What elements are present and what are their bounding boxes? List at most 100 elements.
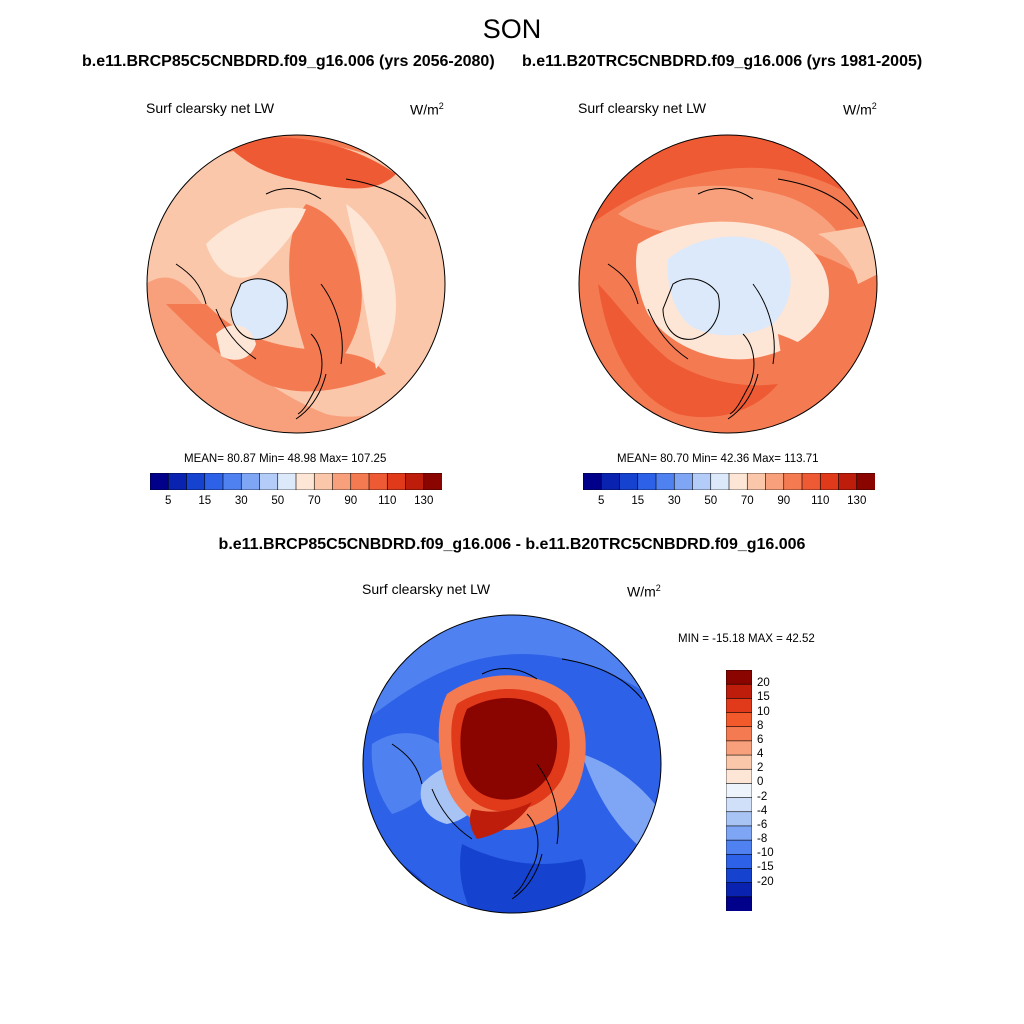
colorbar-tick-label: -15 [757, 861, 774, 874]
colorbar-swatch [673, 473, 694, 490]
left-variable-label: Surf clearsky net LW [146, 100, 275, 116]
colorbar-swatch [240, 473, 261, 490]
colorbar-tick-label: 15 [198, 495, 212, 507]
left-units: W/m2 [410, 101, 444, 118]
colorbar-tick-label: 8 [757, 719, 764, 732]
right-units-exp: 2 [871, 101, 877, 111]
colorbar-swatch [838, 473, 858, 490]
colorbar-tick-label: 10 [757, 705, 770, 718]
colorbar-tick-label: 110 [378, 495, 397, 507]
colorbar-tick-label: -8 [757, 833, 768, 846]
colorbar-swatch [423, 473, 442, 490]
right-polar-map [578, 134, 878, 434]
colorbar-swatch [277, 473, 297, 490]
colorbar-tick-label: 50 [704, 495, 718, 507]
colorbar-tick-label: 15 [757, 691, 770, 704]
colorbar-swatch [726, 882, 752, 898]
colorbar-tick-label: 6 [757, 733, 764, 746]
colorbar-tick-label: -6 [757, 818, 768, 831]
colorbar-swatch [619, 473, 639, 490]
right-colorbar [583, 473, 875, 490]
left-units-base: W/m [410, 101, 439, 118]
colorbar-swatch [222, 473, 242, 490]
season-title: SON [482, 14, 542, 44]
colorbar-swatch [259, 473, 279, 490]
colorbar-swatch [856, 473, 875, 490]
colorbar-tick-label: 0 [757, 776, 764, 789]
colorbar-swatch [600, 473, 621, 490]
colorbar-swatch [332, 473, 352, 490]
right-stats: MEAN= 80.70 Min= 42.36 Max= 113.71 [617, 453, 819, 465]
colorbar-tick-label: -20 [757, 875, 774, 888]
colorbar-swatch [801, 473, 821, 490]
difference-colorbar [726, 670, 752, 911]
difference-title: b.e11.BRCP85C5CNBDRD.f09_g16.006 - b.e11… [218, 536, 806, 553]
colorbar-swatch [726, 740, 752, 756]
diff-units-exp: 2 [655, 583, 661, 593]
colorbar-swatch [313, 473, 334, 490]
colorbar-tick-label: 110 [811, 495, 830, 507]
colorbar-tick-label: 30 [667, 495, 681, 507]
diff-units: W/m2 [627, 583, 661, 600]
colorbar-swatch [726, 868, 752, 884]
colorbar-tick-label: 90 [344, 495, 358, 507]
colorbar-swatch [746, 473, 767, 490]
colorbar-tick-label: 4 [757, 748, 764, 761]
colorbar-tick-label: 5 [598, 495, 605, 507]
colorbar-swatch [186, 473, 206, 490]
colorbar-swatch [726, 839, 752, 855]
colorbar-swatch [728, 473, 748, 490]
left-polar-map [146, 134, 446, 434]
colorbar-swatch [726, 726, 752, 742]
colorbar-tick-label: 5 [165, 495, 172, 507]
colorbar-tick-label: 15 [631, 495, 645, 507]
difference-polar-map [362, 614, 662, 914]
colorbar-swatch [726, 896, 752, 911]
colorbar-swatch [726, 825, 752, 841]
colorbar-swatch [368, 473, 388, 490]
colorbar-tick-label: 70 [740, 495, 754, 507]
colorbar-swatch [726, 754, 752, 770]
left-stats: MEAN= 80.87 Min= 48.98 Max= 107.25 [184, 453, 387, 465]
colorbar-swatch [710, 473, 730, 490]
left-units-exp: 2 [438, 101, 444, 111]
colorbar-tick-label: 2 [757, 762, 764, 775]
diff-units-base: W/m [627, 583, 656, 600]
right-case-title: b.e11.B20TRC5CNBDRD.f09_g16.006 (yrs 198… [522, 53, 923, 70]
colorbar-tick-label: 90 [777, 495, 791, 507]
colorbar-swatch [726, 797, 752, 813]
colorbar-swatch [637, 473, 657, 490]
colorbar-swatch [726, 768, 752, 785]
colorbar-swatch [726, 670, 752, 685]
colorbar-swatch [167, 473, 188, 490]
right-units: W/m2 [843, 101, 877, 118]
colorbar-tick-label: 70 [307, 495, 321, 507]
colorbar-swatch [726, 811, 752, 827]
diff-variable-label: Surf clearsky net LW [362, 581, 491, 597]
colorbar-swatch [692, 473, 712, 490]
right-units-base: W/m [843, 101, 872, 118]
colorbar-tick-label: 50 [271, 495, 285, 507]
colorbar-swatch [386, 473, 407, 490]
colorbar-swatch [765, 473, 785, 490]
colorbar-swatch [295, 473, 315, 490]
colorbar-swatch [819, 473, 840, 490]
colorbar-swatch [726, 683, 752, 699]
colorbar-swatch [726, 698, 752, 714]
colorbar-tick-label: -10 [757, 847, 774, 860]
left-case-title: b.e11.BRCP85C5CNBDRD.f09_g16.006 (yrs 20… [82, 53, 495, 70]
diff-minmax: MIN = -15.18 MAX = 42.52 [678, 633, 815, 645]
colorbar-swatch [350, 473, 370, 490]
colorbar-tick-label: -2 [757, 790, 768, 803]
colorbar-swatch [726, 853, 752, 870]
colorbar-tick-label: 30 [234, 495, 248, 507]
colorbar-tick-label: 20 [757, 677, 770, 690]
colorbar-tick-label: -4 [757, 804, 768, 817]
right-variable-label: Surf clearsky net LW [578, 100, 707, 116]
colorbar-swatch [726, 783, 752, 799]
colorbar-swatch [150, 473, 169, 490]
colorbar-swatch [583, 473, 602, 490]
left-colorbar [150, 473, 442, 490]
colorbar-tick-label: 130 [414, 495, 434, 507]
colorbar-tick-label: 130 [847, 495, 867, 507]
